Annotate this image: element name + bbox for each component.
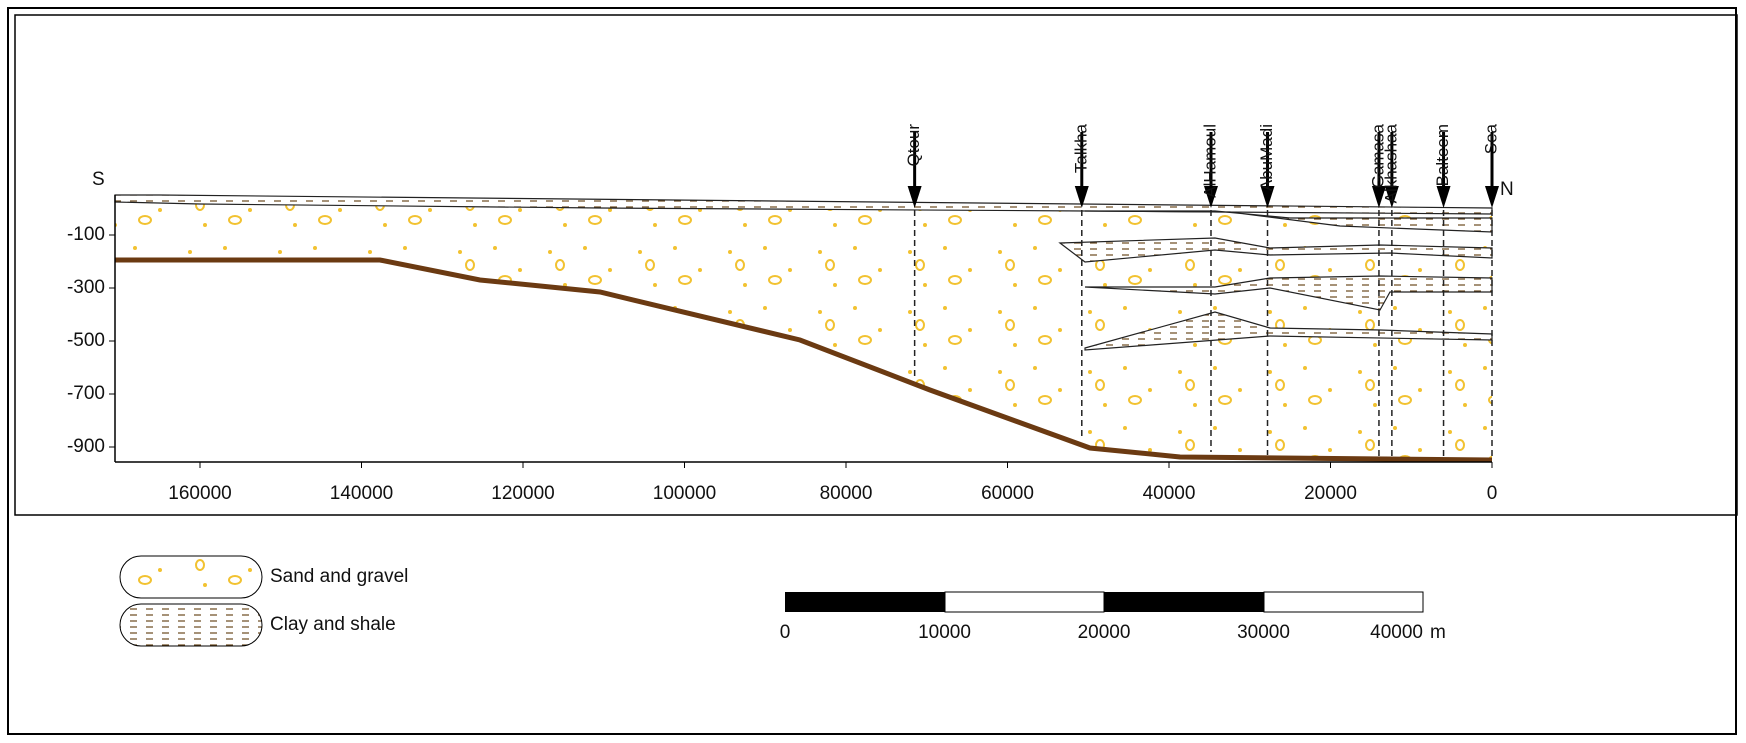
scale-label: 20000 [1078, 622, 1131, 643]
legend-label: Sand and gravel [270, 566, 408, 587]
scale-segment [785, 592, 945, 612]
outer-frame [7, 7, 1737, 735]
x-tick-label: 80000 [820, 483, 873, 504]
x-tick-label: 0 [1487, 483, 1498, 504]
plot-frame [14, 14, 1738, 516]
well-arrowhead [1436, 186, 1451, 208]
clay-layers [114, 194, 1493, 351]
x-tick-label: 20000 [1304, 483, 1357, 504]
legend-label: Clay and shale [270, 614, 396, 635]
y-tick-label: -100 [67, 224, 105, 245]
x-tick-label: 40000 [1143, 483, 1196, 504]
legend-swatch [119, 555, 263, 599]
well-arrowhead [1203, 186, 1218, 208]
well-label: Sea [1481, 123, 1500, 154]
well-arrowhead [1074, 186, 1089, 208]
basement-line [115, 257, 1493, 463]
x-tick-label: 120000 [491, 483, 554, 504]
y-tick-label: -500 [67, 330, 105, 351]
well-arrowhead [1384, 186, 1399, 208]
well-label: Balteem [1433, 124, 1452, 186]
sand-layer [115, 195, 1492, 460]
scale-bar: m [785, 591, 1446, 643]
scale-label: 40000 [1370, 622, 1423, 643]
well-arrowhead [907, 186, 922, 208]
direction-label: N [1500, 179, 1514, 200]
x-tick-label: 160000 [168, 483, 231, 504]
well-label: Alkhashaa [1381, 123, 1400, 203]
scale-label: 0 [780, 622, 791, 643]
well-arrowhead [1371, 186, 1386, 208]
scale-unit: m [1430, 622, 1446, 643]
well-label: Talkha [1071, 123, 1090, 173]
x-tick-label: 60000 [981, 483, 1034, 504]
well-label: AbuMadi [1257, 124, 1276, 191]
well-label: Gamasa [1368, 123, 1387, 188]
scale-segment [944, 591, 1105, 613]
well-arrowhead [1485, 186, 1499, 208]
x-tick-label: 100000 [653, 483, 716, 504]
direction-label: S [92, 169, 105, 190]
scale-segment [1263, 591, 1424, 613]
y-tick-label: -900 [67, 436, 105, 457]
well-arrowhead [1260, 186, 1275, 208]
scale-label: 10000 [918, 622, 971, 643]
y-tick-label: -300 [67, 277, 105, 298]
legend-swatch [119, 603, 263, 647]
well-label: AlHamoul [1200, 124, 1219, 198]
clay-lens [1058, 237, 1493, 263]
x-tick-label: 140000 [330, 483, 393, 504]
scale-label: 30000 [1237, 622, 1290, 643]
legend: Sand and gravel Clay and shale [119, 555, 408, 647]
scale-segment [1104, 592, 1264, 612]
well-label: Qtour [904, 124, 923, 167]
y-tick-label: -700 [67, 383, 105, 404]
